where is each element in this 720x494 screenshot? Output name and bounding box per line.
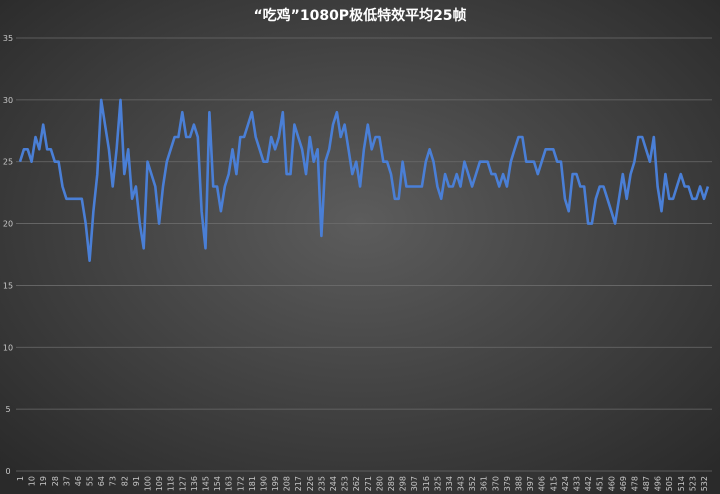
y-tick-label: 20 (3, 220, 13, 229)
x-tick-label: 190 (259, 476, 268, 491)
x-tick-label: 271 (364, 476, 373, 491)
x-tick-label: 298 (399, 476, 408, 491)
x-tick-label: 325 (433, 476, 442, 491)
x-tick-label: 46 (74, 476, 83, 486)
x-tick-label: 100 (144, 476, 153, 491)
x-tick-label: 478 (630, 476, 639, 491)
x-tick-label: 379 (503, 476, 512, 491)
y-tick-label: 25 (3, 158, 13, 167)
x-tick-label: 316 (422, 476, 431, 491)
x-tick-label: 253 (341, 476, 350, 491)
x-tick-label: 181 (248, 476, 257, 491)
x-tick-label: 388 (515, 476, 524, 491)
y-tick-label: 15 (3, 281, 13, 290)
x-tick-label: 496 (654, 476, 663, 491)
x-tick-label: 352 (468, 476, 477, 491)
x-tick-label: 154 (213, 476, 222, 491)
y-tick-label: 5 (5, 405, 10, 414)
y-axis-ticks: 0 5 10 15 20 25 30 35 (3, 34, 13, 476)
x-tick-label: 451 (596, 476, 605, 491)
x-tick-label: 280 (375, 476, 384, 491)
x-tick-label: 19 (39, 476, 48, 486)
x-tick-label: 217 (294, 476, 303, 491)
x-tick-label: 127 (178, 476, 187, 491)
x-tick-label: 406 (538, 476, 547, 491)
x-tick-label: 415 (549, 476, 558, 491)
x-tick-label: 532 (700, 476, 709, 491)
chart-title: “吃鸡”1080P极低特效平均25帧 (253, 7, 466, 24)
x-tick-label: 433 (572, 476, 581, 491)
x-tick-label: 55 (86, 476, 95, 486)
x-tick-label: 37 (62, 476, 71, 486)
x-tick-label: 442 (584, 476, 593, 491)
y-tick-label: 10 (3, 343, 13, 352)
x-tick-label: 424 (561, 476, 570, 491)
x-tick-label: 397 (526, 476, 535, 491)
y-tick-label: 30 (3, 96, 13, 105)
x-tick-label: 64 (97, 476, 106, 486)
x-tick-label: 82 (120, 476, 129, 486)
x-tick-label: 226 (306, 476, 315, 491)
x-tick-label: 343 (457, 476, 466, 491)
x-tick-label: 262 (352, 476, 361, 491)
gridlines (16, 37, 712, 472)
x-tick-label: 505 (665, 476, 674, 491)
x-tick-label: 235 (317, 476, 326, 491)
x-tick-label: 136 (190, 476, 199, 491)
x-tick-label: 109 (155, 476, 164, 491)
y-tick-label: 0 (5, 467, 10, 476)
x-tick-label: 361 (480, 476, 489, 491)
x-tick-label: 10 (28, 476, 37, 486)
y-tick-label: 35 (3, 34, 13, 43)
x-axis-ticks: 1 10 19 28 37 46 55 64 73 82 91 100 109 118 127 136 145 1… (16, 476, 709, 491)
x-tick-label: 163 (225, 476, 234, 491)
x-tick-label: 370 (491, 476, 500, 491)
x-tick-label: 145 (201, 476, 210, 491)
x-tick-label: 307 (410, 476, 419, 491)
x-tick-label: 172 (236, 476, 245, 491)
x-tick-label: 289 (387, 476, 396, 491)
x-tick-label: 118 (167, 476, 176, 491)
x-tick-label: 73 (109, 476, 118, 486)
x-tick-label: 514 (677, 476, 686, 491)
x-tick-label: 460 (607, 476, 616, 491)
x-tick-label: 244 (329, 476, 338, 491)
x-tick-label: 523 (688, 476, 697, 491)
series-line (18, 98, 710, 262)
x-tick-label: 28 (51, 476, 60, 486)
x-tick-label: 469 (619, 476, 628, 491)
x-tick-label: 199 (271, 476, 280, 491)
x-tick-label: 334 (445, 476, 454, 491)
x-tick-label: 91 (132, 476, 141, 486)
x-tick-label: 487 (642, 476, 651, 491)
x-tick-label: 208 (283, 476, 292, 491)
x-tick-label: 1 (16, 476, 25, 481)
